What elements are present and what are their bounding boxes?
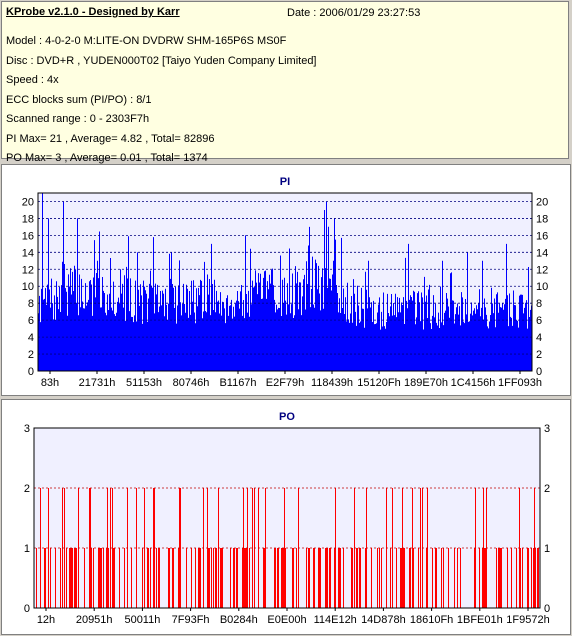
y-tick-label-left: 4 [28,332,34,344]
y-tick-label-right: 3 [544,423,550,435]
plot-border [37,192,533,372]
y-tick-label-left: 8 [28,298,34,310]
plot-area [33,427,541,609]
y-tick-label-left: 1 [24,543,30,555]
y-tick-label-left: 6 [28,315,34,327]
plot-border [33,427,541,609]
x-tick-label: B1167h [219,377,256,389]
x-tick-label: 14D878h [361,614,406,626]
y-tick-label-right: 18 [536,213,548,225]
po-chart: PO 0 0 1 1 2 2 3 3 12h 20951h 50011h 7F93Fh B0284h E0E… [24,411,550,626]
x-tick-label: 189E70h [404,377,448,389]
y-tick-label-right: 16 [536,230,548,242]
x-tick-label: 83h [41,377,59,389]
chart-title: PI [280,176,290,188]
x-tick-label: 51153h [126,377,162,389]
y-tick-label-left: 18 [22,213,34,225]
y-tick-label-right: 4 [536,332,542,344]
model-line: Model : 4-0-2-0 M:LITE-ON DVDRW SHM-165P… [6,35,287,47]
y-tick-label-right: 12 [536,264,548,276]
y-tick-label-left: 14 [22,247,34,259]
y-tick-label-right: 14 [536,247,548,259]
x-tick-label: 80746h [173,377,210,389]
pi-chart: PI 0 0 2 2 4 4 6 6 8 8 10 10 12 12 14 14 16 16 18 18 20 20 83h 2… [22,176,549,389]
y-tick-label-left: 2 [24,483,30,495]
speed-line: Speed : 4x [6,74,59,86]
info-lines: Model : 4-0-2-0 M:LITE-ON DVDRW SHM-165P… [6,34,317,171]
disc-line: Disc : DVD+R , YUDEN000T02 [Taiyo Yuden … [6,54,317,67]
y-tick-label-right: 1 [544,543,550,555]
x-tick-label: 21731h [79,377,116,389]
pi-stats-line: PI Max= 21 , Average= 4.82 , Total= 8289… [6,132,215,145]
x-tick-label: B0284h [220,614,258,626]
app-title: KProbe v2.1.0 - Designed by Karr [6,6,180,18]
y-tick-label-left: 0 [28,366,34,378]
y-tick-label-left: 0 [24,603,30,615]
scan-date: Date : 2006/01/29 23:27:53 [287,7,421,19]
ecc-line: ECC blocks sum (PI/PO) : 8/1 [6,93,152,106]
range-line: Scanned range : 0 - 2303F7h [6,113,150,125]
y-tick-label-right: 0 [544,603,550,615]
y-tick-label-left: 20 [22,196,34,208]
x-tick-label: 12h [37,614,55,626]
x-tick-label: 20951h [76,614,113,626]
bar-series [38,193,532,371]
x-tick-label: 1F9572h [506,614,549,626]
y-tick-label-left: 16 [22,230,34,242]
x-tick-label: 114E12h [314,614,357,626]
y-tick-label-right: 6 [536,315,542,327]
y-tick-label-left: 10 [22,281,34,293]
x-tick-label: 1FF093h [498,377,542,389]
x-tick-label: 1BFE01h [457,614,503,626]
x-tick-label: 50011h [124,614,160,626]
x-tick-label: E0E00h [267,614,306,626]
y-tick-label-right: 0 [536,366,542,378]
y-tick-label-left: 12 [22,264,34,276]
x-tick-label: 15120Fh [357,377,400,389]
x-tick-label: 18610Fh [410,614,453,626]
y-tick-label-right: 20 [536,196,548,208]
chart-title: PO [279,411,295,423]
y-tick-label-right: 2 [544,483,550,495]
x-tick-label: E2F79h [266,377,305,389]
bar-series [36,488,539,608]
y-tick-label-right: 2 [536,349,542,361]
x-tick-label: 7F93Fh [172,614,210,626]
y-tick-label-left: 2 [28,349,34,361]
x-tick-label: 118439h [311,377,353,389]
po-chart-panel: PO 0 0 1 1 2 2 3 3 12h 20951h 50011h 7F93Fh B0284h E0E… [1,399,571,635]
info-panel: KProbe v2.1.0 - Designed by Karr Date : … [1,1,569,164]
y-tick-label-right: 10 [536,281,548,293]
y-tick-label-left: 3 [24,423,30,435]
y-tick-label-right: 8 [536,298,542,310]
x-tick-label: 1C4156h [451,377,496,389]
pi-chart-panel: PI 0 0 2 2 4 4 6 6 8 8 10 10 12 12 14 14 16 16 18 18 20 20 83h 2… [1,164,571,396]
po-stats-line: PO Max= 3 , Average= 0.01 , Total= 1374 [6,152,208,164]
